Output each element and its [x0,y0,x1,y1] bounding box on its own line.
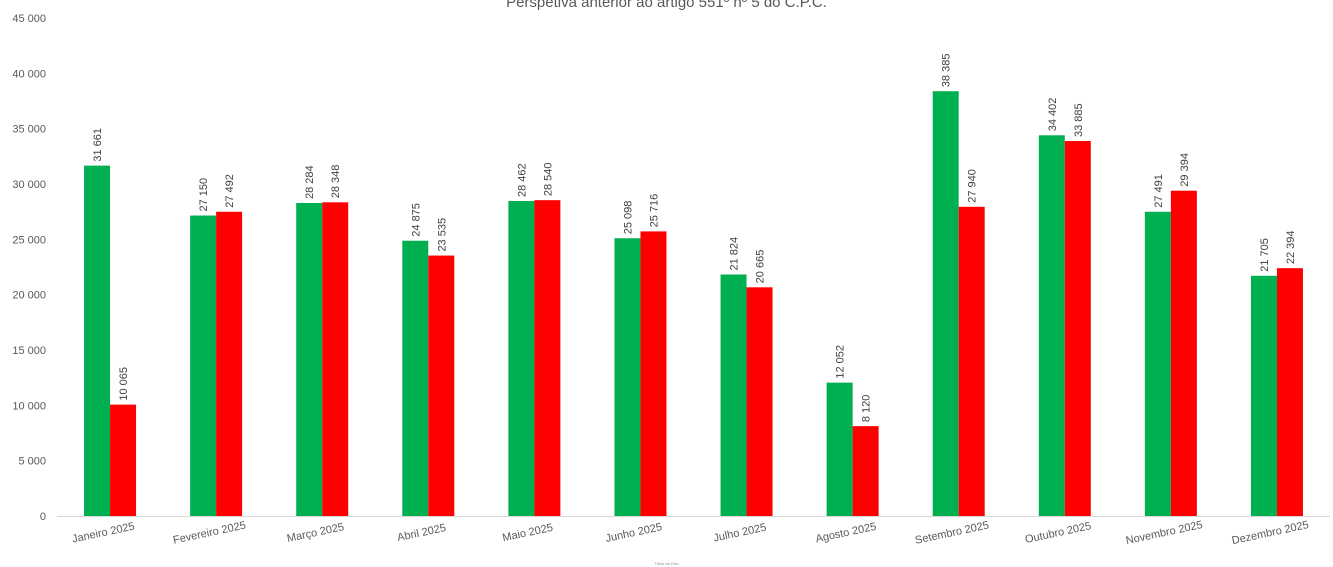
data-label: 8 120 [861,395,873,423]
bar [614,238,641,517]
x-tick-label: Novembro 2025 [1125,519,1204,547]
data-label: 20 665 [755,250,767,284]
x-tick-label: Março 2025 [286,521,345,545]
bar [190,215,217,517]
chart-title: Perspetiva anterior ao artigo 551º nº 5 … [506,0,827,11]
x-tick-label: Agosto 2025 [815,521,878,546]
x-axis-title: Título do Eixo [654,561,679,566]
bar [720,274,747,516]
x-tick-label: Julho 2025 [712,522,767,545]
data-label: 12 052 [835,345,847,379]
x-tick-label: Junho 2025 [604,521,663,545]
bar [110,404,137,516]
bar [852,426,879,516]
data-label: 28 462 [516,163,528,197]
bar [640,231,667,516]
data-label: 21 705 [1259,238,1271,272]
bar [84,165,111,516]
data-label: 21 824 [729,237,741,271]
bar [216,211,243,517]
x-tick-label: Outubro 2025 [1024,520,1092,546]
y-tick-label: 30 000 [12,179,46,191]
y-tick-label: 0 [40,511,46,523]
bar [1064,141,1091,517]
bar [1250,275,1277,516]
data-label: 25 716 [648,194,660,228]
bar [932,91,959,517]
y-tick-label: 15 000 [12,345,46,357]
y-tick-label: 40 000 [12,68,46,80]
y-tick-label: 10 000 [12,400,46,412]
bar [958,206,985,516]
bar [428,255,455,516]
bar [746,287,773,516]
y-tick-label: 45 000 [12,13,46,25]
bar [1038,135,1065,516]
x-tick-label: Fevereiro 2025 [172,520,247,547]
x-tick-label: Dezembro 2025 [1231,519,1310,547]
x-tick-label: Maio 2025 [501,522,554,544]
bar [296,202,323,516]
data-label: 28 284 [304,165,316,199]
data-label: 27 940 [967,169,979,203]
data-label: 29 394 [1179,153,1191,187]
data-label: 10 065 [118,367,130,401]
bar [1170,190,1197,516]
y-tick-label: 5 000 [18,456,46,468]
x-tick-label: Setembro 2025 [914,519,990,546]
data-label: 27 492 [224,174,236,208]
data-label: 28 540 [542,163,554,197]
bar [826,382,853,516]
data-label: 22 394 [1285,231,1297,265]
data-label: 28 348 [330,165,342,199]
data-label: 24 875 [410,203,422,237]
y-tick-label: 35 000 [12,124,46,136]
data-label: 38 385 [941,54,953,88]
data-label: 23 535 [436,218,448,252]
x-tick-label: Abril 2025 [396,522,447,544]
data-label: 27 491 [1153,174,1165,208]
y-tick-label: 20 000 [12,290,46,302]
x-tick-label: Janeiro 2025 [71,521,136,546]
bar [1276,268,1303,516]
bar [402,240,429,516]
bar [322,202,349,516]
y-tick-label: 25 000 [12,234,46,246]
data-label: 33 885 [1073,103,1085,137]
bar [1144,211,1171,516]
data-label: 34 402 [1047,98,1059,132]
data-label: 25 098 [622,201,634,235]
bar [508,201,535,516]
bar [534,200,561,516]
data-label: 27 150 [198,178,210,212]
data-label: 31 661 [92,128,104,162]
